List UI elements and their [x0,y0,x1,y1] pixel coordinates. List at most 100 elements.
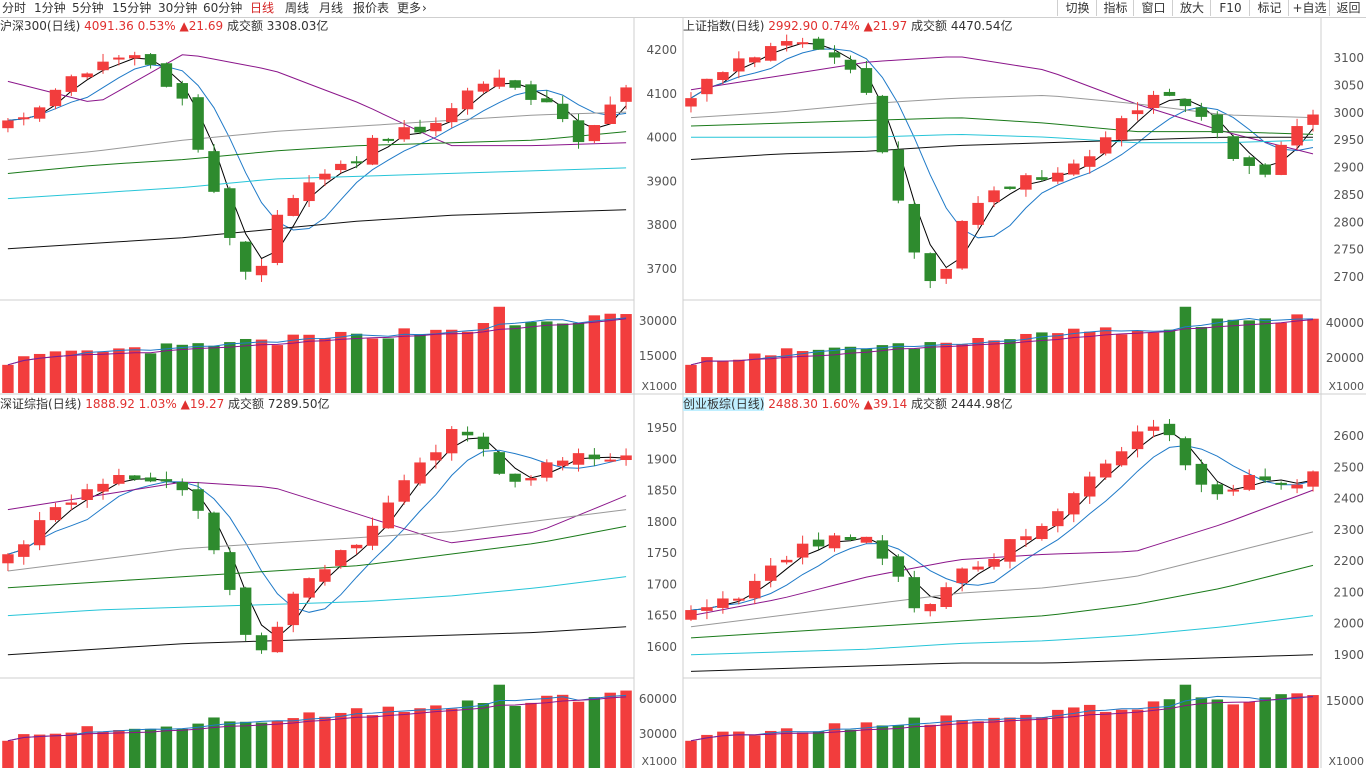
index-name: 创业板综 [683,397,732,411]
volume-bar [812,731,825,768]
turnover-amount: 7289.50亿 [267,397,330,411]
y-axis-tick: 1650 [646,609,677,623]
volume-bar [1068,328,1080,393]
candle-body [160,63,173,87]
toolbar-button-1[interactable]: 指标 [1096,0,1134,16]
change-value: ▲19.27 [180,397,225,411]
change-value: ▲21.97 [863,19,908,33]
candle-body [1099,463,1112,478]
candle-body [97,61,109,71]
period-tab-10[interactable]: 更多 [397,1,422,15]
candle-body [876,540,889,559]
period-tab-5[interactable]: 60分钟 [203,1,243,15]
volume-bar [303,334,315,393]
volume-axis-tick: 30000 [639,727,677,741]
toolbar-button-6[interactable]: +自选 [1288,0,1330,16]
period-tab-3[interactable]: 15分钟 [112,1,152,15]
ma30-line [7,111,627,160]
volume-bar [129,347,141,393]
volume-bar [844,346,857,393]
candle-body [1036,177,1048,180]
volume-bar [892,343,905,393]
candle-body [604,459,616,462]
volume-bar [1163,699,1176,768]
candle-body [113,57,125,60]
candle-body [1020,536,1032,541]
volume-bar [717,731,729,768]
period-tab-6[interactable]: 日线 [250,1,275,15]
volume-bar [588,315,601,393]
change-percent: 1.03% [138,397,177,411]
ma5-line [7,437,627,638]
candle-body [1291,126,1303,146]
period-tab-4[interactable]: 30分钟 [158,1,198,15]
period-tab-8[interactable]: 月线 [319,1,344,15]
candle-body [1211,114,1224,134]
volume-bar [208,717,220,768]
volume-bar [192,723,204,768]
volume-bar [733,731,745,768]
candle-body [988,190,1000,203]
volume-bar [129,728,141,768]
candle-body [1227,136,1240,159]
volume-axis-tick: 60000 [639,692,677,706]
toolbar-button-0[interactable]: 切换 [1057,0,1097,16]
volume-bar [239,721,252,768]
toolbar-button-4[interactable]: F10 [1210,0,1250,16]
volume-bar [350,708,363,768]
period-suffix: (日线) [46,19,81,33]
change-value: ▲39.14 [863,397,908,411]
period-tab-9[interactable]: 报价表 [353,1,390,15]
volume-bar [97,351,109,393]
volume-bar [224,721,236,768]
candle-body [1068,493,1080,515]
candle-body [764,565,777,581]
right-axis-tick: 2950 [1333,133,1364,147]
candle-body [780,559,793,563]
period-tab-2[interactable]: 5分钟 [72,1,104,15]
toolbar-button-3[interactable]: 放大 [1172,0,1211,16]
candle-body [319,569,331,582]
candle-body [192,489,204,511]
candle-body [398,480,410,502]
candle-body [319,173,331,180]
ma60-line [7,131,627,174]
volume-bar [303,712,315,768]
candle-body [287,198,299,216]
candle-body [477,436,490,450]
volume-bar [956,720,968,768]
volume-axis-tick: 15000 [639,349,677,363]
volume-bar [430,705,442,768]
volume-bar [1163,329,1176,393]
volume-bar [1307,695,1319,768]
candle-body [876,95,889,153]
volume-ma5-line [7,317,627,366]
period-tab-1[interactable]: 1分钟 [34,1,66,15]
candle-body [129,55,141,59]
volume-bar [319,716,331,768]
candle-body [1243,475,1255,490]
volume-bar [49,733,62,768]
period-tab-7[interactable]: 周线 [285,1,310,15]
volume-bar [876,725,889,768]
toolbar-button-5[interactable]: 标记 [1249,0,1289,16]
volume-bar [335,331,347,393]
candle-body [924,604,936,612]
ma30-line [7,509,627,572]
candle-body [1243,157,1255,166]
period-tab-0[interactable]: 分时 [2,1,27,15]
toolbar-button-2[interactable]: 窗口 [1133,0,1173,16]
volume-bar [588,697,601,768]
candle-body [49,507,62,521]
panel-title-2: 深证综指(日线) 1888.92 1.03% ▲19.27 成交额 7289.5… [0,396,330,412]
volume-ma5-line [690,317,1314,366]
volume-bar [81,726,93,768]
panel-title-0: 沪深300(日线) 4091.36 0.53% ▲21.69 成交额 3308.… [0,18,328,34]
candle-body [1099,137,1112,154]
candle-body [255,265,268,276]
ma120-line [691,133,1314,144]
right-axis-tick: 2200 [1333,554,1364,568]
volume-bar [685,740,697,768]
toolbar-button-7[interactable]: 返回 [1329,0,1366,16]
ma10-line [7,449,627,613]
